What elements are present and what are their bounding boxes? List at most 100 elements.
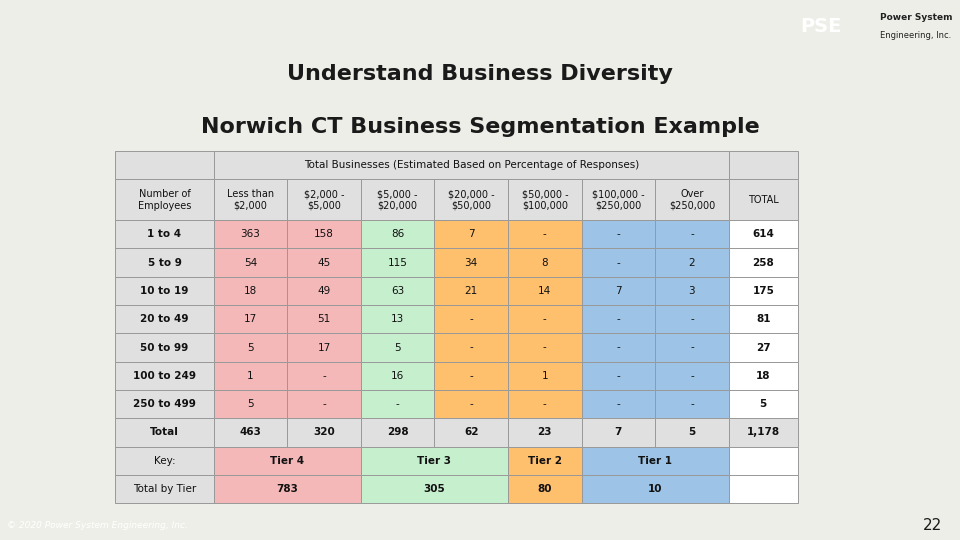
Bar [287, 179, 361, 220]
Text: Key:: Key: [154, 456, 176, 465]
Bar [287, 418, 361, 447]
Text: 305: 305 [423, 484, 445, 494]
Text: -: - [396, 399, 399, 409]
Bar [361, 390, 435, 418]
Bar [214, 305, 287, 333]
Text: $2,000 -
$5,000: $2,000 - $5,000 [304, 189, 345, 211]
Bar [214, 277, 287, 305]
Text: 80: 80 [538, 484, 552, 494]
Text: $100,000 -
$250,000: $100,000 - $250,000 [592, 189, 645, 211]
Bar [115, 277, 214, 305]
Text: 115: 115 [388, 258, 408, 268]
Bar [508, 220, 582, 248]
Text: PSE: PSE [800, 17, 841, 37]
Text: 258: 258 [753, 258, 774, 268]
Text: Total: Total [150, 427, 179, 437]
Bar [361, 248, 435, 277]
Text: -: - [543, 230, 546, 239]
Bar [214, 333, 287, 362]
Bar [435, 248, 508, 277]
Text: 10 to 19: 10 to 19 [140, 286, 189, 296]
Bar [435, 277, 508, 305]
Text: 5: 5 [248, 399, 253, 409]
Bar [287, 277, 361, 305]
Bar [115, 390, 214, 418]
Text: Power System: Power System [879, 13, 952, 22]
Text: 21: 21 [465, 286, 478, 296]
Bar [582, 362, 655, 390]
Bar [361, 220, 435, 248]
Bar [508, 362, 582, 390]
Bar [287, 220, 361, 248]
Bar [214, 390, 287, 418]
Bar [729, 220, 798, 248]
Text: Engineering, Inc.: Engineering, Inc. [879, 31, 951, 39]
Bar [435, 305, 508, 333]
Text: -: - [690, 371, 694, 381]
Bar [361, 305, 435, 333]
Bar [729, 248, 798, 277]
Text: 7: 7 [614, 427, 622, 437]
Bar [435, 390, 508, 418]
Bar [582, 305, 655, 333]
Text: $50,000 -
$100,000: $50,000 - $100,000 [521, 189, 568, 211]
Bar [214, 220, 287, 248]
Text: 5: 5 [688, 427, 696, 437]
Bar [361, 362, 435, 390]
Text: -: - [469, 399, 473, 409]
Text: 14: 14 [539, 286, 551, 296]
Text: 86: 86 [391, 230, 404, 239]
Text: 13: 13 [391, 314, 404, 324]
Text: 100 to 249: 100 to 249 [133, 371, 196, 381]
Text: -: - [323, 371, 326, 381]
Text: -: - [690, 399, 694, 409]
Bar [655, 248, 729, 277]
Text: 463: 463 [240, 427, 261, 437]
Bar [287, 248, 361, 277]
Text: 7: 7 [468, 230, 474, 239]
Bar [115, 333, 214, 362]
Text: 8: 8 [541, 258, 548, 268]
Text: Understand Business Diversity: Understand Business Diversity [287, 64, 673, 84]
Bar [582, 277, 655, 305]
Text: 10: 10 [648, 484, 662, 494]
Bar [729, 475, 798, 503]
Bar [361, 179, 435, 220]
Text: Number of
Employees: Number of Employees [138, 189, 191, 211]
Bar [729, 179, 798, 220]
Text: 1 to 4: 1 to 4 [148, 230, 181, 239]
Bar [115, 248, 214, 277]
Text: 16: 16 [391, 371, 404, 381]
Text: 17: 17 [244, 314, 257, 324]
Bar [729, 418, 798, 447]
Text: -: - [469, 371, 473, 381]
Bar [655, 305, 729, 333]
Bar [508, 418, 582, 447]
Text: 81: 81 [756, 314, 771, 324]
Text: 5: 5 [759, 399, 767, 409]
Text: 614: 614 [753, 230, 774, 239]
Bar [729, 362, 798, 390]
Bar [214, 418, 287, 447]
Text: -: - [543, 342, 546, 353]
Bar [287, 333, 361, 362]
Text: 2: 2 [688, 258, 695, 268]
Bar [115, 475, 214, 503]
Bar [435, 179, 508, 220]
Bar [655, 220, 729, 248]
Text: Total Businesses (Estimated Based on Percentage of Responses): Total Businesses (Estimated Based on Per… [303, 160, 639, 170]
Bar [214, 248, 287, 277]
Text: $20,000 -
$50,000: $20,000 - $50,000 [448, 189, 494, 211]
Bar [655, 179, 729, 220]
Text: 22: 22 [923, 518, 942, 532]
Text: -: - [323, 399, 326, 409]
Text: 18: 18 [244, 286, 257, 296]
Bar [508, 390, 582, 418]
Bar [435, 418, 508, 447]
Text: 5 to 9: 5 to 9 [148, 258, 181, 268]
Text: TOTAL: TOTAL [748, 195, 779, 205]
Text: 23: 23 [538, 427, 552, 437]
Text: 54: 54 [244, 258, 257, 268]
Bar [115, 179, 214, 220]
Bar [655, 418, 729, 447]
